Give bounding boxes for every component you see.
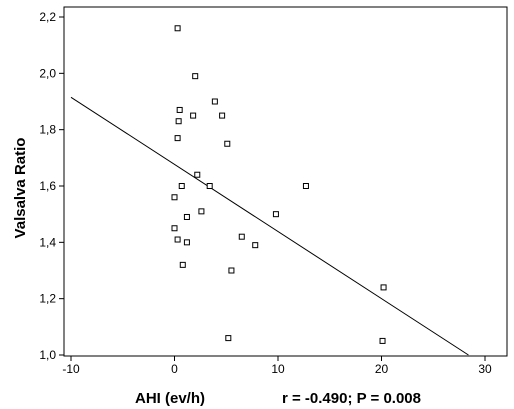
data-point (379, 337, 386, 344)
data-point (190, 112, 197, 119)
data-point (194, 171, 201, 178)
data-point (225, 335, 232, 342)
y-tick-label: 1,2 (39, 292, 56, 306)
y-tick-label: 1,6 (39, 179, 56, 193)
data-point (192, 73, 199, 80)
data-point (302, 183, 309, 189)
y-tick-label: 1,8 (39, 123, 56, 137)
data-point (174, 236, 181, 243)
data-point (174, 135, 181, 142)
y-tick-label: 1,0 (39, 348, 56, 362)
data-point (238, 233, 245, 240)
data-points (171, 25, 387, 344)
data-point (171, 225, 178, 232)
data-point (183, 213, 190, 220)
data-point (252, 242, 259, 249)
x-tick-label: 20 (375, 362, 389, 376)
x-tick-label: 10 (271, 362, 285, 376)
data-point (174, 25, 181, 32)
regression-line (70, 96, 469, 356)
y-tick-label: 1,4 (39, 235, 56, 249)
data-point (179, 261, 186, 268)
y-axis-ticks: 1,0 1,2 1,4 1,6 1,8 2,0 2,2 (39, 10, 64, 362)
data-point (176, 106, 183, 113)
y-tick-label: 2,0 (39, 66, 56, 80)
data-point (183, 239, 190, 246)
data-point (198, 208, 205, 215)
data-point (224, 140, 231, 147)
y-tick-label: 2,2 (39, 10, 56, 24)
data-point (175, 118, 182, 125)
data-point (171, 194, 178, 201)
data-point (219, 112, 226, 119)
y-axis-title: Valsalva Ratio (12, 138, 29, 239)
data-point (211, 98, 218, 105)
x-tick-label: -10 (62, 362, 80, 376)
x-tick-label: 30 (478, 362, 492, 376)
plot-area-frame (63, 6, 508, 357)
data-point (178, 183, 185, 189)
data-point (206, 183, 213, 189)
data-point (272, 211, 279, 218)
data-point (228, 267, 235, 274)
correlation-annotation: r = -0.490; P = 0.008 (282, 390, 421, 407)
data-point (380, 284, 387, 291)
x-axis-ticks: -10 0 10 20 30 (62, 356, 492, 376)
x-axis-title: AHI (ev/h) (135, 390, 205, 407)
x-tick-label: 0 (171, 362, 178, 376)
